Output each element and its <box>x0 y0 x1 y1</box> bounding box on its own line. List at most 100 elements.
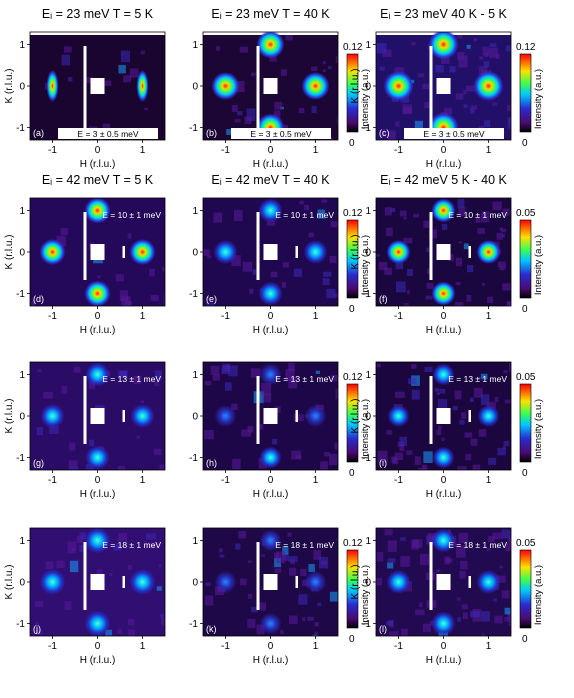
y-axis-label: K (r.l.u.) <box>4 234 15 269</box>
noise-pixel <box>213 212 223 223</box>
beamstop-mask <box>90 574 105 590</box>
energy-label: E = 3 ± 0.5 meV <box>77 129 138 139</box>
noise-pixel <box>510 607 511 618</box>
y-tick-label: 1 <box>365 370 371 381</box>
noise-pixel <box>424 366 433 373</box>
panel-letter: (g) <box>33 458 44 468</box>
noise-pixel <box>411 363 417 369</box>
noise-pixel <box>387 540 397 552</box>
noise-pixel <box>384 267 392 275</box>
colorbar-label: Intensity (a.u.) <box>360 235 371 295</box>
y-axis-label: K (r.l.u.) <box>350 564 361 599</box>
noise-pixel <box>475 216 481 223</box>
intensity-peak <box>476 570 501 594</box>
noise-pixel <box>507 612 511 619</box>
noise-pixel <box>489 48 498 58</box>
noise-pixel <box>261 554 266 557</box>
noise-pixel <box>218 548 223 553</box>
y-tick-label: 0 <box>365 412 371 423</box>
noise-pixel <box>483 61 490 68</box>
heatmap-panel: -1 0 1 1 0 -1 H (r.l.u.) (k) E = 18 ± 1 meV 0.12 0… <box>189 527 371 666</box>
noise-pixel <box>455 281 461 286</box>
noise-pixel <box>488 457 497 465</box>
noise-pixel <box>394 391 405 398</box>
noise-pixel <box>419 602 423 608</box>
noise-pixel <box>501 529 511 539</box>
x-tick-label: 0 <box>95 475 101 486</box>
beamstop-mask <box>263 244 278 260</box>
noise-pixel <box>384 529 393 536</box>
y-tick-label: 0 <box>365 248 371 259</box>
noise-pixel <box>499 266 506 271</box>
noise-pixel <box>434 388 440 392</box>
noise-pixel <box>140 50 145 55</box>
y-tick-label: 1 <box>365 206 371 217</box>
y-axis-label: K (r.l.u.) <box>350 68 361 103</box>
energy-label-box <box>231 128 331 139</box>
noise-pixel <box>510 423 511 433</box>
noise-pixel <box>322 278 330 286</box>
intensity-peak <box>258 281 283 306</box>
x-axis-label: H (r.l.u.) <box>426 489 462 500</box>
noise-pixel <box>470 438 478 446</box>
noise-pixel <box>216 46 220 51</box>
noise-pixel <box>504 617 511 622</box>
x-axis-label: H (r.l.u.) <box>253 159 289 170</box>
noise-pixel <box>466 85 476 92</box>
noise-pixel <box>320 560 328 565</box>
noise-pixel <box>399 444 405 452</box>
noise-pixel <box>290 559 296 565</box>
noise-pixel <box>330 221 338 228</box>
noise-pixel <box>73 366 81 373</box>
noise-pixel <box>394 452 403 461</box>
colorbar <box>346 383 359 463</box>
noise-pixel <box>109 573 113 577</box>
noise-pixel <box>504 607 511 615</box>
y-tick-label: -1 <box>16 619 25 630</box>
intensity-peak <box>431 281 456 306</box>
energy-label: E = 18 ± 1 meV <box>275 540 334 550</box>
noise-pixel <box>381 133 386 138</box>
y-tick-label: -1 <box>362 123 371 134</box>
noise-pixel <box>377 450 388 463</box>
noise-pixel <box>411 41 416 46</box>
noise-pixel <box>250 368 261 378</box>
y-axis-label: K (r.l.u.) <box>4 564 15 599</box>
noise-pixel <box>474 387 483 398</box>
intensity-peak <box>84 280 111 306</box>
intensity-peak <box>259 363 282 386</box>
noise-pixel <box>238 530 247 539</box>
noise-pixel <box>121 296 131 306</box>
colorbar-max-label: 0.05 <box>516 538 536 549</box>
noise-pixel <box>449 66 456 73</box>
x-tick-label: 1 <box>140 641 146 652</box>
noise-pixel <box>162 266 165 272</box>
noise-pixel <box>224 382 232 391</box>
y-axis-label: K (r.l.u.) <box>350 234 361 269</box>
x-axis-label: H (r.l.u.) <box>426 159 462 170</box>
noise-pixel <box>296 455 302 459</box>
noise-pixel <box>150 295 159 301</box>
noise-pixel <box>508 537 511 542</box>
noise-pixel <box>458 532 468 543</box>
noise-pixel <box>329 453 338 466</box>
noise-pixel <box>336 538 338 541</box>
noise-pixel <box>472 464 481 470</box>
heatmap-panel: -1 0 1 1 0 -1 H (r.l.u.) (b) E = 3 ± 0.5 meV 0.12… <box>189 31 371 170</box>
noise-pixel <box>456 545 466 558</box>
noise-pixel <box>333 293 338 298</box>
noise-pixel <box>300 568 307 577</box>
noise-pixel <box>249 288 254 294</box>
energy-label: E = 18 ± 1 meV <box>102 540 161 550</box>
noise-pixel <box>84 77 94 84</box>
noise-pixel <box>207 255 212 259</box>
noise-pixel <box>329 591 338 602</box>
noise-pixel <box>386 430 393 435</box>
noise-pixel <box>204 430 214 440</box>
noise-pixel <box>43 391 53 399</box>
noise-pixel <box>376 43 387 54</box>
noise-pixel <box>307 616 314 621</box>
y-tick-label: 0 <box>192 412 198 423</box>
noise-pixel <box>242 261 253 272</box>
